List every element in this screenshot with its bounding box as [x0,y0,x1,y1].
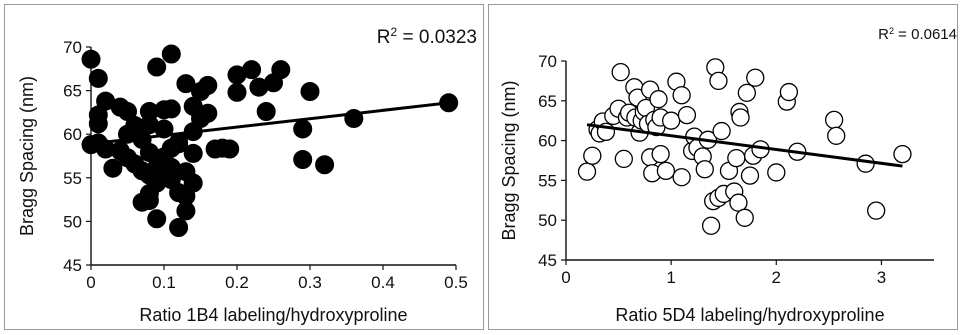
data-point [315,155,335,175]
data-point [740,166,760,185]
data-point [672,168,691,187]
data-point [242,60,262,80]
data-point [867,201,886,220]
y-tick-label: 60 [63,125,82,144]
y-tick-label: 55 [538,171,557,190]
data-point [103,158,123,178]
data-point [656,161,676,180]
data-point [677,105,697,125]
x-tick-label: 2 [772,268,781,287]
data-point [856,154,875,173]
x-tick-label: 0.3 [298,273,322,292]
data-point [176,162,196,182]
data-point [198,75,218,95]
data-point [81,49,101,69]
data-point [583,146,602,165]
data-point [227,82,247,102]
data-point [746,68,765,87]
x-tick-label: 3 [877,268,886,287]
chart-panel-right: 45 50 55 60 65 70 0 1 2 3 Ratio 5D4 labeling/hydro… [488,4,958,330]
y-tick-label: 50 [63,212,82,231]
x-tick-label: 0.4 [371,273,395,292]
data-point [88,68,108,88]
data-point [651,144,670,164]
x-axis-label: Ratio 5D4 labeling/hydroxyproline [615,305,884,325]
x-tick-label: 0 [86,273,95,292]
data-point [735,208,754,227]
x-tick-label: 0 [561,268,570,287]
data-point [661,111,681,130]
y-tick-label: 50 [538,211,557,230]
data-point [779,82,799,102]
data-point [161,99,181,119]
y-tick-label: 65 [63,82,82,101]
data-point [256,102,276,122]
data-point [147,209,167,229]
x-axis-label: Ratio 1B4 labeling/hydroxyproline [139,305,407,325]
data-point [271,60,291,80]
data-point [824,110,844,130]
x-tick-label: 0.1 [152,273,176,292]
r-squared-annotation: R2 = 0.0323 [377,25,477,48]
data-point [169,218,189,238]
data-point [893,144,912,164]
data-point [695,160,714,179]
x-tick-label: 1 [666,268,675,287]
trend-line [90,101,449,146]
data-point [293,149,313,169]
data-point [709,71,728,91]
data-point [737,83,756,102]
data-point [161,44,181,64]
x-tick-label: 0.5 [444,273,468,292]
data-point [577,162,597,181]
scatter-chart-1b4: 45 50 55 60 65 70 0 0.1 0.2 0.3 0.4 0.5 Ratio 1B4 la… [17,25,477,325]
data-point [300,81,320,101]
y-tick-label: 70 [63,38,82,57]
data-point [649,90,668,109]
data-point [672,86,691,105]
data-point [731,108,750,127]
y-tick-label: 70 [538,52,557,71]
data-point [712,121,731,141]
chart-panel-left: 45 50 55 60 65 70 0 0.1 0.2 0.3 0.4 0.5 Ratio 1B4 la… [4,4,484,330]
trend-line [586,123,903,168]
data-point [827,126,846,145]
data-point [183,143,203,163]
y-tick-label: 60 [538,132,557,151]
data-point [701,216,721,235]
y-axis-label: Bragg Spacing (nm) [17,76,37,236]
y-tick-label: 45 [538,251,557,270]
y-axis-label: Bragg Spacing (nm) [499,80,519,240]
data-point [147,57,167,77]
data-point [614,149,633,169]
scatter-chart-5d4: 45 50 55 60 65 70 0 1 2 3 Ratio 5D4 labeling/hydro… [499,26,957,325]
r-squared-annotation: R2 = 0.0614 [878,26,957,43]
data-point [727,148,746,168]
data-point [611,62,630,82]
data-point [293,119,313,139]
data-point [220,139,240,159]
data-point [767,163,786,182]
y-tick-label: 55 [63,169,82,188]
data-point [176,74,196,94]
data-point [198,103,218,123]
x-tick-label: 0.2 [225,273,249,292]
data-point [729,193,748,212]
data-point [88,114,108,134]
data-point [139,190,159,210]
y-tick-label: 45 [63,256,82,275]
y-tick-label: 65 [538,92,557,111]
